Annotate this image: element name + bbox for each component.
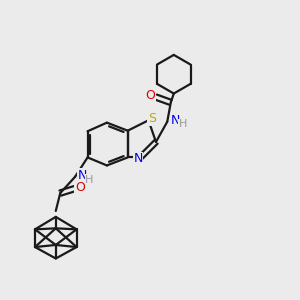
Text: S: S (148, 112, 156, 125)
Text: N: N (77, 169, 87, 182)
Text: O: O (75, 181, 85, 194)
Text: N: N (134, 152, 143, 165)
Text: H: H (178, 119, 187, 129)
Text: O: O (145, 89, 155, 102)
Text: N: N (171, 114, 180, 128)
Text: H: H (85, 175, 94, 185)
